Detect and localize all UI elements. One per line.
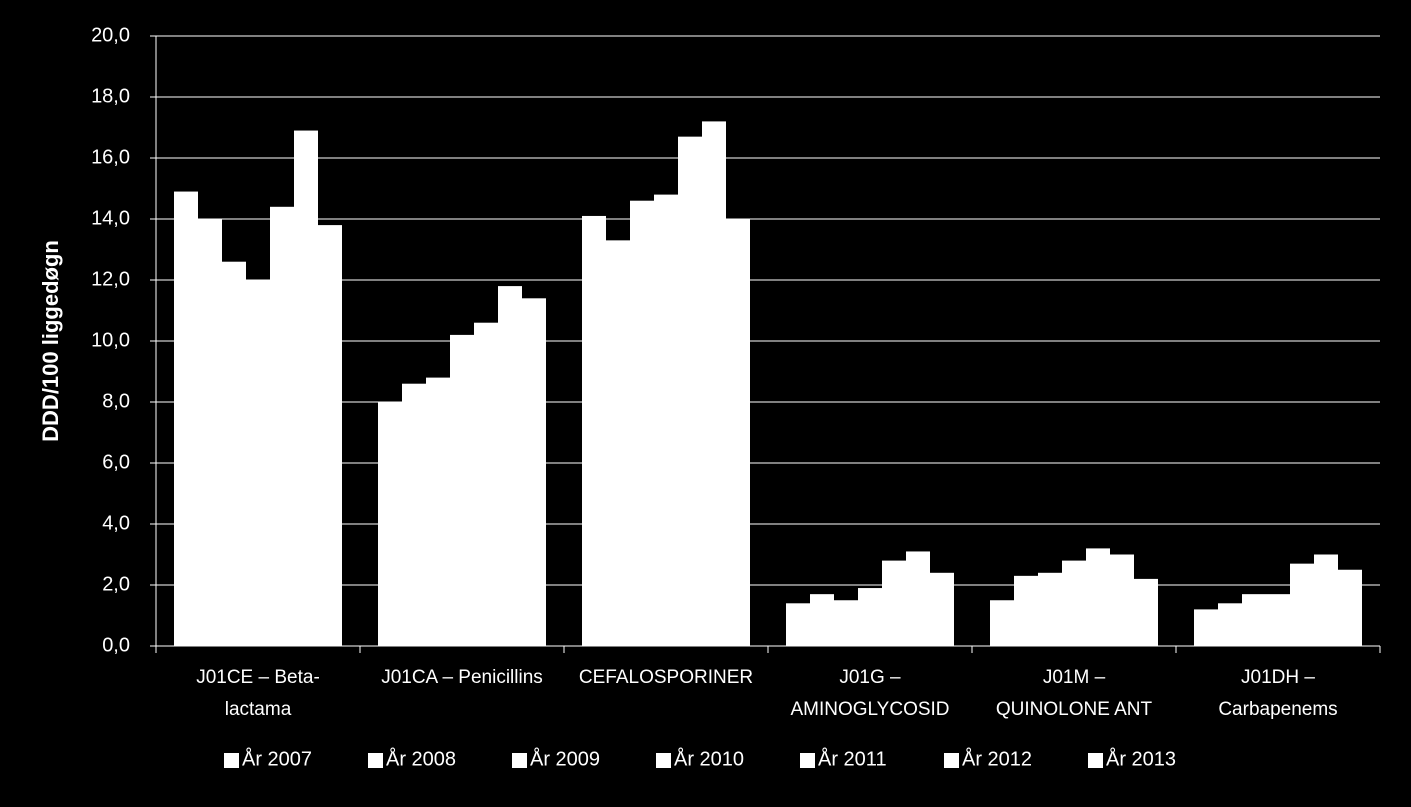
legend-label: År 2007 (242, 747, 312, 770)
bar (1194, 609, 1218, 646)
y-tick-label: 4,0 (102, 512, 130, 534)
bar (1338, 569, 1362, 646)
bar (450, 334, 474, 646)
bar (174, 191, 198, 647)
bar (318, 225, 342, 646)
legend-swatch (656, 753, 671, 768)
legend-swatch (368, 753, 383, 768)
x-tick-label: J01DH – Carbapenems (1218, 667, 1338, 720)
y-tick-label: 14,0 (91, 207, 130, 229)
bar (630, 200, 654, 646)
y-tick-label: 10,0 (91, 329, 130, 351)
bar (474, 322, 498, 646)
bar (1086, 548, 1110, 646)
legend-label: År 2010 (674, 747, 744, 770)
bar (270, 206, 294, 647)
y-tick-label: 6,0 (102, 451, 130, 473)
x-tick-label: J01M – QUINOLONE ANT (995, 667, 1153, 720)
y-tick-label: 8,0 (102, 390, 130, 412)
bar (1218, 603, 1242, 646)
bar (378, 402, 402, 646)
legend-swatch (1088, 753, 1103, 768)
bar (1266, 594, 1290, 646)
bar (726, 219, 750, 646)
legend-label: År 2013 (1106, 747, 1176, 770)
bar (402, 383, 426, 646)
x-tick-label: J01G – AMINOGLYCOSID (790, 667, 950, 720)
bar (834, 600, 858, 646)
y-tick-label: 12,0 (91, 268, 130, 290)
bar (678, 136, 702, 646)
bar (294, 130, 318, 647)
bar (858, 588, 882, 646)
legend-label: År 2012 (962, 747, 1032, 770)
y-tick-label: 18,0 (91, 85, 130, 107)
bar (1014, 575, 1038, 646)
legend-label: År 2011 (818, 747, 887, 770)
bar (702, 121, 726, 646)
y-axis-label: DDD/100 liggedøgn (38, 240, 63, 442)
bar (1038, 572, 1062, 646)
y-tick-label: 2,0 (102, 573, 130, 595)
bar (426, 377, 450, 646)
bar (1134, 578, 1158, 646)
bar (1290, 563, 1314, 646)
bar (606, 240, 630, 646)
bar (1062, 560, 1086, 646)
x-tick-label: J01CE – Beta- lactama (196, 667, 320, 720)
bar (1314, 554, 1338, 646)
bar (522, 298, 546, 646)
y-tick-label: 0,0 (102, 634, 130, 656)
bar (1110, 554, 1134, 646)
bar (246, 280, 270, 646)
y-tick-label: 16,0 (91, 146, 130, 168)
bar (786, 603, 810, 646)
bar (882, 560, 906, 646)
bar (1242, 594, 1266, 646)
bar (810, 594, 834, 646)
bar (930, 572, 954, 646)
bar (498, 286, 522, 646)
legend-swatch (800, 753, 815, 768)
legend-swatch (224, 753, 239, 768)
legend-label: År 2009 (530, 747, 600, 770)
bar (906, 551, 930, 646)
x-tick-label: CEFALOSPORINER (578, 667, 754, 688)
bar (198, 219, 222, 646)
legend-swatch (512, 753, 527, 768)
bar (990, 600, 1014, 646)
x-tick-label: J01CA – Penicillins (381, 667, 543, 688)
bar (222, 261, 246, 646)
bar (582, 215, 606, 646)
legend-swatch (944, 753, 959, 768)
legend-label: År 2008 (386, 747, 456, 770)
y-tick-label: 20,0 (91, 24, 130, 46)
bar (654, 194, 678, 646)
